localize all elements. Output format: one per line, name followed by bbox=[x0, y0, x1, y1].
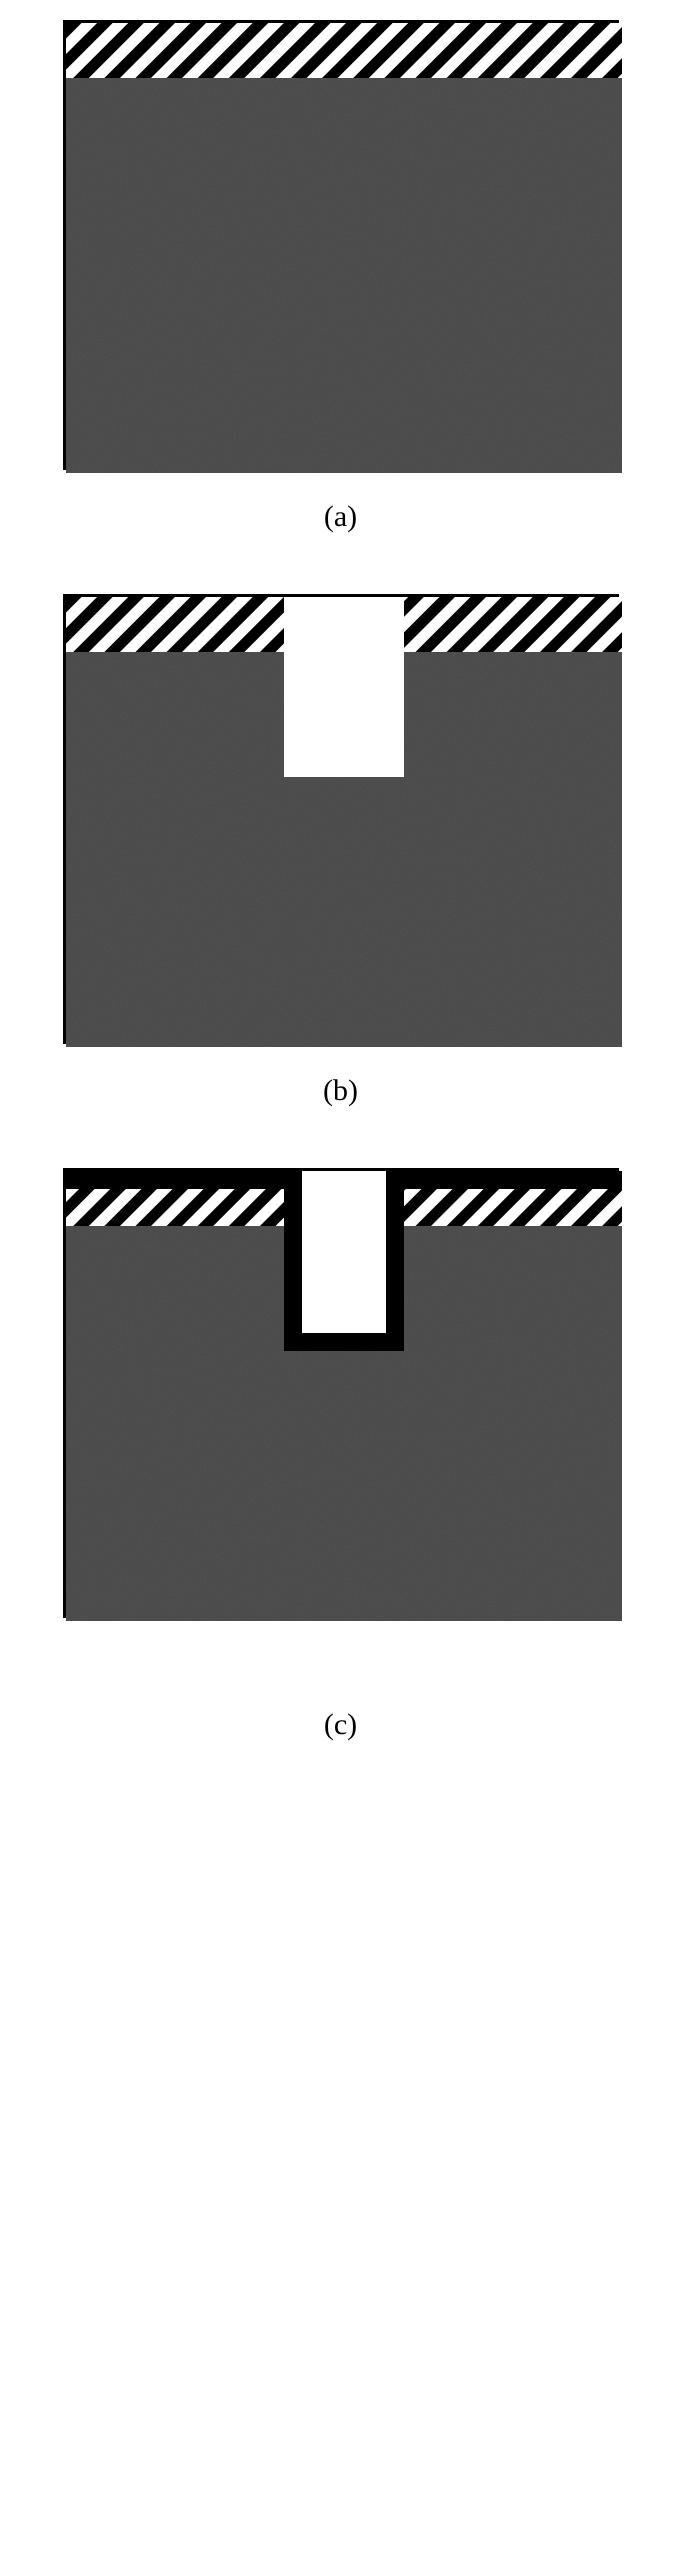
panel-box bbox=[63, 594, 619, 1044]
panel-svg bbox=[66, 23, 622, 473]
panel-caption: (a) bbox=[324, 500, 357, 534]
hatch-layer bbox=[66, 23, 622, 78]
trench bbox=[284, 597, 404, 777]
panel-svg bbox=[66, 1171, 622, 1621]
figure-panel-c: (c) bbox=[0, 1168, 681, 1782]
panel-caption: (b) bbox=[323, 1074, 358, 1108]
panel-svg bbox=[66, 597, 622, 1047]
figure-panel-b: (b) bbox=[0, 594, 681, 1168]
panel-box bbox=[63, 20, 619, 470]
substrate bbox=[66, 78, 622, 473]
panel-box bbox=[63, 1168, 619, 1618]
figure-panel-a: (a) bbox=[0, 20, 681, 594]
panel-caption: (c) bbox=[324, 1708, 357, 1742]
